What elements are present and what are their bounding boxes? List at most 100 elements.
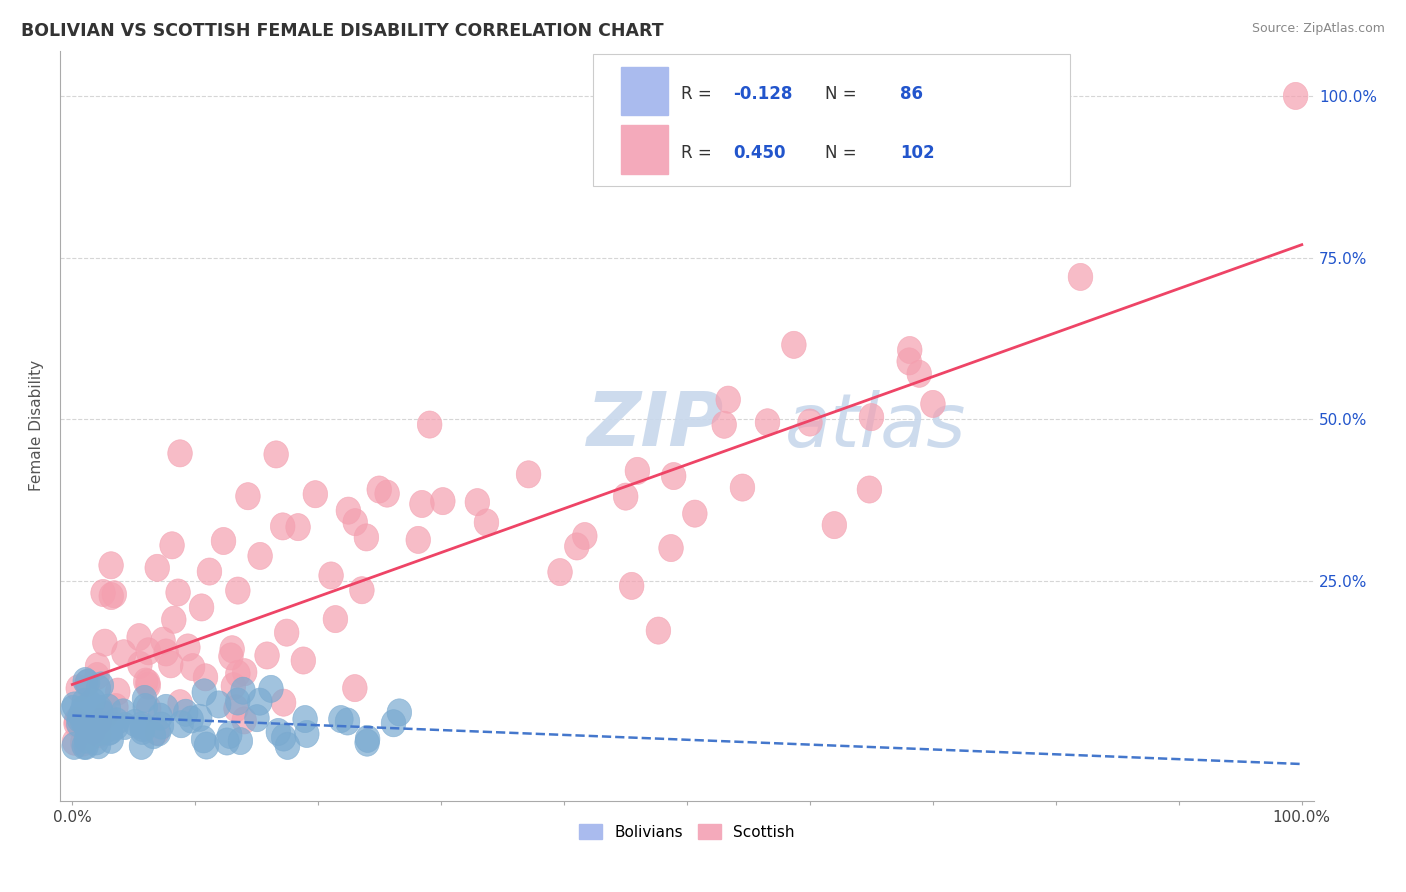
- Ellipse shape: [65, 707, 89, 734]
- Ellipse shape: [66, 710, 91, 738]
- Ellipse shape: [89, 715, 112, 742]
- Ellipse shape: [367, 476, 391, 503]
- Ellipse shape: [70, 729, 96, 756]
- Ellipse shape: [82, 717, 105, 745]
- Ellipse shape: [232, 706, 256, 734]
- Ellipse shape: [145, 554, 170, 582]
- Ellipse shape: [647, 617, 671, 644]
- Ellipse shape: [82, 688, 105, 714]
- Ellipse shape: [225, 688, 250, 715]
- Text: 102: 102: [900, 144, 935, 161]
- Ellipse shape: [111, 698, 135, 726]
- Ellipse shape: [134, 668, 157, 695]
- Ellipse shape: [354, 524, 378, 551]
- Ellipse shape: [169, 711, 194, 738]
- Ellipse shape: [259, 675, 283, 703]
- Ellipse shape: [75, 726, 98, 753]
- Ellipse shape: [67, 706, 91, 732]
- FancyBboxPatch shape: [620, 125, 668, 174]
- Ellipse shape: [194, 732, 219, 759]
- Ellipse shape: [60, 695, 86, 723]
- Ellipse shape: [323, 606, 347, 632]
- Ellipse shape: [354, 729, 380, 756]
- Ellipse shape: [254, 642, 280, 669]
- Ellipse shape: [179, 706, 204, 733]
- Ellipse shape: [72, 732, 97, 759]
- Ellipse shape: [730, 474, 755, 501]
- Ellipse shape: [859, 403, 884, 431]
- Ellipse shape: [97, 714, 122, 740]
- Ellipse shape: [271, 690, 295, 716]
- FancyBboxPatch shape: [620, 67, 668, 115]
- Ellipse shape: [620, 573, 644, 599]
- Ellipse shape: [87, 721, 111, 747]
- Ellipse shape: [73, 695, 97, 723]
- Ellipse shape: [136, 695, 160, 722]
- Ellipse shape: [659, 534, 683, 562]
- Ellipse shape: [782, 331, 806, 359]
- Ellipse shape: [77, 690, 103, 718]
- Text: N =: N =: [825, 86, 856, 103]
- Ellipse shape: [66, 674, 90, 702]
- Ellipse shape: [173, 699, 198, 726]
- Ellipse shape: [167, 440, 193, 467]
- Ellipse shape: [304, 481, 328, 508]
- Ellipse shape: [211, 527, 236, 555]
- Text: 86: 86: [900, 86, 924, 103]
- Ellipse shape: [219, 636, 245, 663]
- Ellipse shape: [86, 731, 111, 759]
- Ellipse shape: [146, 719, 172, 746]
- Ellipse shape: [711, 411, 737, 438]
- Ellipse shape: [335, 708, 360, 735]
- Ellipse shape: [224, 695, 249, 722]
- Ellipse shape: [270, 513, 295, 540]
- Ellipse shape: [98, 552, 124, 579]
- Ellipse shape: [98, 582, 124, 609]
- Ellipse shape: [150, 627, 176, 655]
- Ellipse shape: [90, 712, 115, 739]
- Ellipse shape: [131, 714, 155, 741]
- Text: R =: R =: [681, 144, 717, 161]
- Ellipse shape: [62, 732, 86, 759]
- Ellipse shape: [225, 660, 250, 688]
- Ellipse shape: [565, 533, 589, 560]
- Ellipse shape: [292, 706, 318, 732]
- Ellipse shape: [264, 441, 288, 468]
- Ellipse shape: [187, 705, 212, 731]
- Ellipse shape: [86, 710, 111, 737]
- Ellipse shape: [336, 497, 361, 524]
- Ellipse shape: [221, 673, 246, 699]
- Ellipse shape: [228, 728, 253, 755]
- Y-axis label: Female Disability: Female Disability: [30, 360, 44, 491]
- Ellipse shape: [897, 348, 921, 375]
- Ellipse shape: [897, 336, 922, 364]
- Ellipse shape: [89, 698, 114, 726]
- Ellipse shape: [247, 542, 273, 569]
- Text: Source: ZipAtlas.com: Source: ZipAtlas.com: [1251, 22, 1385, 36]
- Ellipse shape: [682, 500, 707, 527]
- Text: atlas: atlas: [785, 390, 966, 462]
- Text: N =: N =: [825, 144, 856, 161]
- Ellipse shape: [145, 718, 169, 745]
- Ellipse shape: [387, 698, 412, 726]
- Ellipse shape: [86, 653, 110, 680]
- Ellipse shape: [134, 693, 157, 721]
- Ellipse shape: [232, 658, 257, 686]
- Text: 0.450: 0.450: [734, 144, 786, 161]
- Ellipse shape: [356, 725, 380, 753]
- Ellipse shape: [159, 651, 183, 678]
- Ellipse shape: [76, 669, 100, 697]
- Ellipse shape: [245, 705, 270, 731]
- Ellipse shape: [409, 491, 434, 517]
- Ellipse shape: [73, 710, 97, 737]
- Ellipse shape: [80, 708, 105, 736]
- Ellipse shape: [63, 710, 89, 737]
- Ellipse shape: [94, 715, 118, 743]
- Ellipse shape: [89, 718, 112, 746]
- Ellipse shape: [474, 508, 499, 536]
- Ellipse shape: [1069, 263, 1092, 291]
- Ellipse shape: [329, 706, 353, 732]
- Ellipse shape: [797, 409, 823, 436]
- Ellipse shape: [381, 710, 406, 737]
- Ellipse shape: [231, 677, 256, 705]
